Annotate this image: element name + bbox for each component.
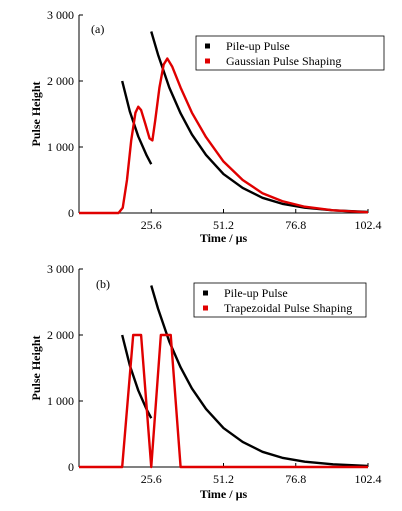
legend-marker [205,58,210,64]
legend-label: Trapezoidal Pulse Shaping [224,301,352,315]
y-tick-label: 0 [68,460,74,474]
legend-marker [203,290,208,296]
x-tick-label: 102.4 [355,472,382,486]
x-tick-label: 51.2 [213,472,234,486]
panel-label: (a) [91,22,104,36]
series-line-1 [150,285,369,468]
panel-label: (b) [96,277,110,291]
series-line-1 [121,80,153,165]
x-tick-label: 76.8 [285,218,306,232]
legend-label: Gaussian Pulse Shaping [226,54,341,68]
y-tick-label: 0 [68,206,74,220]
y-tick-label: 3 000 [47,262,74,276]
legend-box [193,282,367,318]
series-line-2 [79,57,369,215]
y-tick-label: 1 000 [47,140,74,154]
x-axis-label: Time / µs [200,487,248,501]
legend-label: Pile-up Pulse [226,39,290,53]
y-tick-label: 2 000 [47,328,74,342]
y-tick-label: 1 000 [47,394,74,408]
y-tick-label: 3 000 [47,8,74,22]
legend-label: Pile-up Pulse [224,286,288,300]
legend-marker [205,43,210,49]
chart-panel-b: 0 1 000 2 000 3 000 25.6 51.2 76.8 102.4 Time / … [29,262,382,501]
legend-marker [203,305,208,311]
chart-panel-a: 0 1 000 2 000 3 000 25.6 51.2 76.8 102.4 Time / … [29,8,385,245]
x-tick-label: 76.8 [285,472,306,486]
x-tick-label: 25.6 [141,472,162,486]
x-tick-label: 25.6 [141,218,162,232]
y-tick-label: 2 000 [47,74,74,88]
legend-box [195,35,385,71]
series-line-2 [79,333,368,469]
x-axis-label: Time / µs [200,231,248,245]
x-tick-label: 51.2 [213,218,234,232]
x-tick-label: 102.4 [355,218,382,232]
y-axis-label: Pulse Height [29,335,43,400]
y-axis-label: Pulse Height [29,81,43,146]
